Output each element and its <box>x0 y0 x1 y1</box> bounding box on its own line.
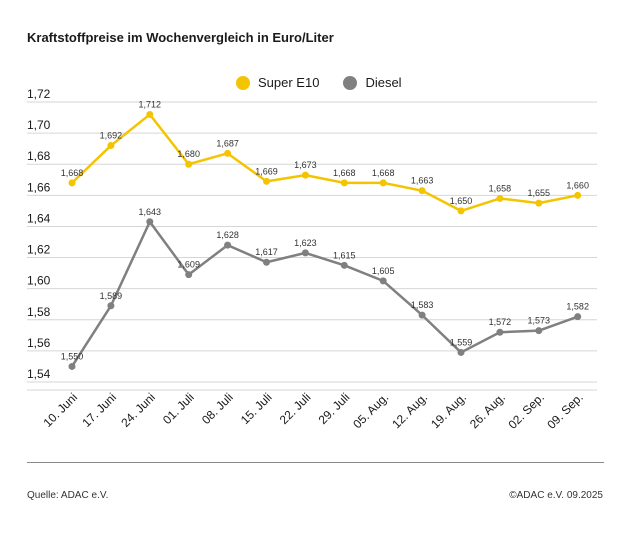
data-label-diesel: 1,617 <box>255 247 278 257</box>
data-point-super-e10 <box>340 179 348 187</box>
data-point-super-e10 <box>535 199 543 207</box>
data-label-super-e10: 1,663 <box>411 176 434 186</box>
data-label-diesel: 1,628 <box>216 230 239 240</box>
data-point-super-e10 <box>224 149 232 157</box>
data-point-super-e10 <box>146 110 154 118</box>
data-point-super-e10 <box>301 171 309 179</box>
y-tick-label: 1,64 <box>27 211 51 225</box>
data-label-diesel: 1,572 <box>489 317 512 327</box>
data-label-super-e10: 1,692 <box>100 131 123 141</box>
data-label-super-e10: 1,660 <box>566 180 589 190</box>
bottom-divider <box>27 462 604 463</box>
copyright-note: ©ADAC e.V. 09.2025 <box>509 490 603 501</box>
series-line-super-e10 <box>71 113 578 213</box>
data-point-diesel <box>496 328 504 336</box>
data-point-diesel <box>301 249 309 257</box>
data-point-super-e10 <box>185 160 193 168</box>
x-tick-label: 09. Sep. <box>544 390 586 432</box>
data-point-super-e10 <box>457 207 465 215</box>
data-label-super-e10: 1,668 <box>372 168 395 178</box>
data-point-diesel <box>68 362 76 370</box>
x-tick-label: 15. Juli <box>238 390 275 427</box>
data-label-diesel: 1,605 <box>372 266 395 276</box>
data-point-diesel <box>574 313 582 321</box>
data-point-diesel <box>418 311 426 319</box>
data-label-diesel: 1,559 <box>450 337 473 347</box>
chart-legend: Super E10 Diesel <box>236 75 426 90</box>
data-point-super-e10 <box>263 177 270 185</box>
x-tick-label: 08. Juli <box>199 390 236 427</box>
data-point-diesel <box>224 241 232 249</box>
data-label-super-e10: 1,712 <box>139 99 162 109</box>
data-label-diesel: 1,573 <box>528 316 551 326</box>
y-tick-label: 1,72 <box>27 87 51 101</box>
data-label-super-e10: 1,668 <box>61 168 84 178</box>
data-point-diesel <box>340 261 348 269</box>
data-point-diesel <box>457 348 465 356</box>
data-label-diesel: 1,582 <box>566 302 589 312</box>
y-tick-label: 1,60 <box>27 274 51 288</box>
data-point-super-e10 <box>68 179 76 187</box>
data-label-diesel: 1,609 <box>177 260 200 270</box>
data-point-diesel <box>185 271 193 279</box>
x-tick-label: 02. Sep. <box>505 390 547 432</box>
data-label-super-e10: 1,668 <box>333 168 356 178</box>
x-tick-label: 26. Aug. <box>467 390 508 431</box>
x-tick-label: 19. Aug. <box>428 390 469 431</box>
data-label-super-e10: 1,673 <box>294 160 317 170</box>
legend-item-diesel: Diesel <box>343 75 402 90</box>
x-tick-label: 10. Juni <box>41 390 81 430</box>
x-tick-label: 24. Juni <box>118 390 158 430</box>
data-point-diesel <box>107 302 115 310</box>
source-note: Quelle: ADAC e.V. <box>27 490 109 501</box>
y-tick-label: 1,54 <box>27 367 51 381</box>
y-tick-label: 1,56 <box>27 336 51 350</box>
data-point-diesel <box>535 327 543 335</box>
x-tick-label: 01. Juli <box>160 390 197 427</box>
legend-label-super-e10: Super E10 <box>258 75 320 90</box>
y-tick-label: 1,66 <box>27 180 51 194</box>
data-point-super-e10 <box>574 191 582 199</box>
data-label-diesel: 1,615 <box>333 250 356 260</box>
x-tick-label: 29. Juli <box>316 390 353 427</box>
data-label-diesel: 1,623 <box>294 238 317 248</box>
data-point-super-e10 <box>418 187 426 195</box>
data-point-diesel <box>263 258 270 266</box>
x-tick-label: 22. Juli <box>277 390 314 427</box>
y-tick-label: 1,68 <box>27 149 51 163</box>
legend-item-super-e10: Super E10 <box>236 75 319 90</box>
y-tick-label: 1,62 <box>27 243 51 257</box>
data-label-super-e10: 1,655 <box>528 188 551 198</box>
data-label-diesel: 1,589 <box>100 291 123 301</box>
data-label-diesel: 1,643 <box>139 207 162 217</box>
x-tick-label: 12. Aug. <box>389 390 430 431</box>
data-point-super-e10 <box>496 194 504 202</box>
data-point-super-e10 <box>107 142 115 150</box>
legend-marker-super-e10 <box>236 75 250 90</box>
data-label-super-e10: 1,687 <box>216 138 239 148</box>
x-tick-label: 05. Aug. <box>350 390 391 431</box>
data-point-super-e10 <box>379 179 387 187</box>
chart-title: Kraftstoffpreise im Wochenvergleich in E… <box>27 30 334 45</box>
y-tick-label: 1,58 <box>27 305 51 319</box>
data-point-diesel <box>379 277 387 285</box>
data-label-super-e10: 1,680 <box>177 149 200 159</box>
data-label-super-e10: 1,650 <box>450 196 473 206</box>
series-line-diesel <box>70 220 579 368</box>
data-label-super-e10: 1,658 <box>489 183 512 193</box>
data-label-super-e10: 1,669 <box>255 166 278 176</box>
y-tick-label: 1,70 <box>27 118 51 132</box>
legend-marker-diesel <box>343 75 358 90</box>
data-label-diesel: 1,583 <box>411 300 434 310</box>
data-point-diesel <box>146 218 154 226</box>
data-label-diesel: 1,550 <box>61 351 84 361</box>
x-tick-label: 17. Juni <box>79 390 119 430</box>
legend-label-diesel: Diesel <box>365 75 402 90</box>
